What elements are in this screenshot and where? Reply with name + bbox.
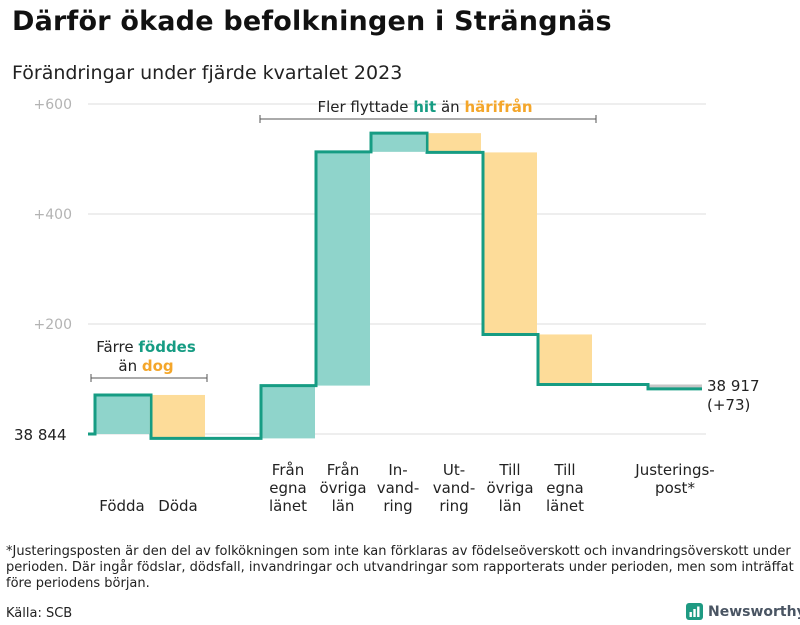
bar-invandring — [371, 133, 425, 152]
category-label-line: ring — [439, 497, 468, 515]
category-label-line: ring — [383, 497, 412, 515]
category-label-line: län — [332, 497, 355, 515]
brand-name: Newsworthy — [708, 603, 800, 620]
category-label: Ut-vand-ring — [433, 461, 476, 515]
category-label-line: post* — [655, 479, 695, 497]
annotation-word: Färre — [96, 338, 138, 356]
end-change-label: (+73) — [707, 396, 750, 414]
category-label-line: In- — [388, 461, 407, 479]
bar-justeringspost — [648, 384, 702, 389]
annotation-word: än — [436, 98, 464, 116]
category-label-line: Från — [272, 461, 304, 479]
category-label-line: Till — [498, 461, 520, 479]
category-label: Till övriga län — [486, 461, 533, 515]
category-label-line: egna — [269, 479, 306, 497]
y-tick-label: +600 — [34, 97, 72, 113]
category-label-line: övriga — [486, 479, 533, 497]
category-label: Från egna länet — [269, 461, 307, 515]
births-annotation-line2: än dog — [118, 357, 173, 375]
annotation-word: härifrån — [464, 98, 532, 116]
y-tick-label: +400 — [34, 207, 72, 223]
category-label-line: Döda — [158, 497, 197, 515]
bar-till-egna-länet — [538, 334, 592, 385]
bar-från-egna-länet — [261, 385, 315, 439]
category-label: Döda — [158, 497, 197, 515]
category-label: Justerings-post* — [634, 461, 714, 497]
births-annotation-line1: Färre föddes — [96, 338, 196, 356]
category-label-line: övriga — [319, 479, 366, 497]
category-label-line: länet — [269, 497, 307, 515]
y-tick-label: +200 — [34, 317, 72, 333]
category-label-line: vand- — [377, 479, 420, 497]
bar-från-övriga-län — [316, 151, 370, 386]
source-label: Källa: SCB — [6, 606, 73, 621]
bar-utvandring — [427, 133, 481, 153]
chart-title: Därför ökade befolkningen i Strängnäs — [12, 6, 612, 37]
category-label: Från övriga län — [319, 461, 366, 515]
annotation-word: dog — [142, 357, 174, 375]
category-label-line: Ut- — [443, 461, 465, 479]
waterfall-chart: +200 +400 +600 38 844 38 917(+73) Födda Döda Fr… — [14, 97, 760, 515]
start-value-label: 38 844 — [14, 426, 67, 444]
newsworthy-logo: Newsworthy — [686, 603, 800, 620]
end-total-label: 38 917 — [707, 377, 760, 395]
annotation-word: hit — [413, 98, 436, 116]
category-label: In-vand-ring — [377, 461, 420, 515]
category-label: Till egna länet — [546, 461, 584, 515]
category-label-line: Justerings- — [634, 461, 714, 479]
category-label-line: län — [499, 497, 522, 515]
annotation-word: föddes — [138, 338, 195, 356]
category-label-line: länet — [546, 497, 584, 515]
bar-till-övriga-län — [483, 152, 537, 335]
category-label-line: Födda — [99, 497, 145, 515]
annotation-word: Fler flyttade — [317, 98, 413, 116]
footnote: *Justeringsposten är den del av folkökni… — [6, 544, 794, 591]
chart-subtitle: Förändringar under fjärde kvartalet 2023 — [12, 62, 403, 84]
annotation-word: än — [118, 357, 141, 375]
bar-döda — [151, 394, 205, 439]
bar-födda — [95, 394, 149, 434]
category-label: Födda — [99, 497, 145, 515]
migration-annotation: Fler flyttade hit än härifrån — [317, 98, 532, 116]
category-label-line: Från — [327, 461, 359, 479]
category-label-line: egna — [546, 479, 583, 497]
category-label-line: vand- — [433, 479, 476, 497]
cumulative-step-line — [88, 131, 702, 440]
category-label-line: Till — [553, 461, 575, 479]
bar-chart-icon — [686, 603, 703, 620]
